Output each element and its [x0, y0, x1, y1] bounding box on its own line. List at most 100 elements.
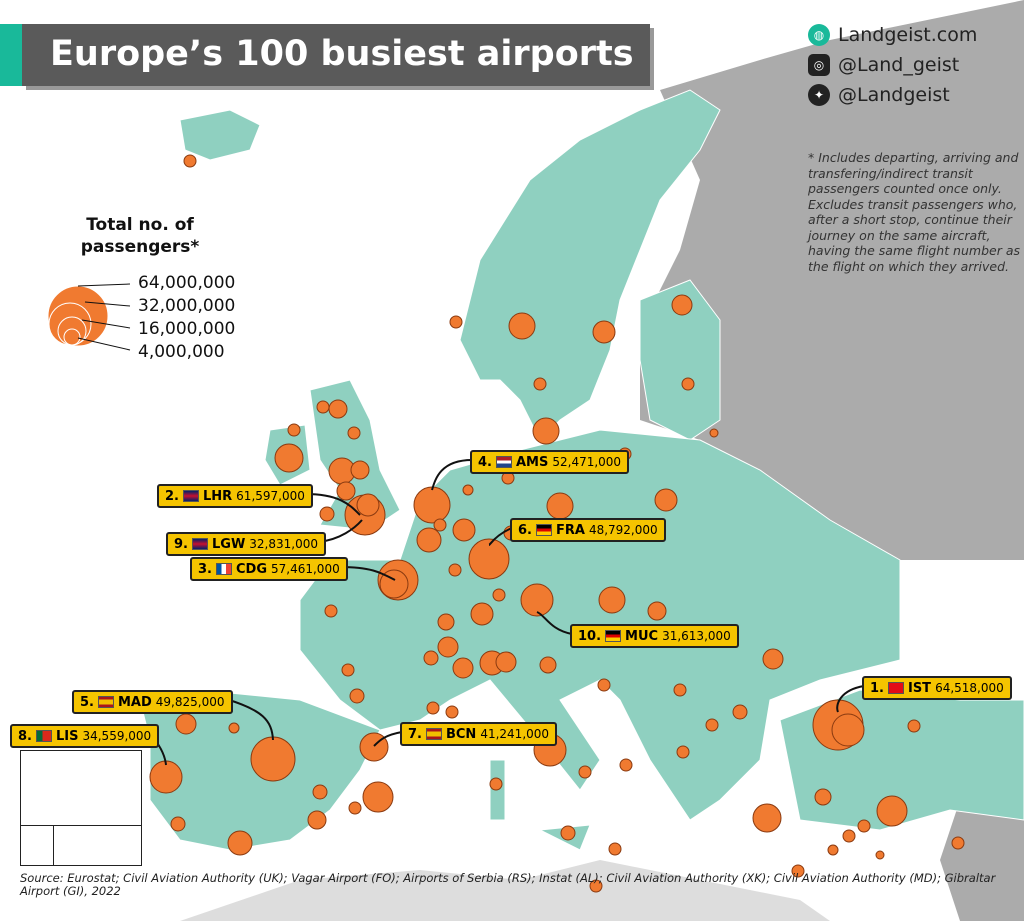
- airport-label-bcn: 7. BCN 41,241,000: [400, 722, 558, 746]
- airport-bubble: [183, 154, 197, 168]
- leader-line: [373, 731, 403, 747]
- airport-bubble: [842, 829, 856, 843]
- rank: 3.: [198, 561, 212, 577]
- airport-bubble: [170, 816, 186, 832]
- passenger-count: 64,518,000: [935, 681, 1004, 695]
- passenger-count: 34,559,000: [82, 729, 152, 743]
- airport-bubble: [336, 481, 356, 501]
- airport-bubble: [831, 713, 865, 747]
- twitter-link[interactable]: ✦ @Landgeist: [808, 84, 950, 106]
- airport-bubble: [539, 656, 557, 674]
- airport-bubble: [413, 486, 451, 524]
- airport-bubble: [175, 713, 197, 735]
- airport-label-ams: 4. AMS 52,471,000: [470, 450, 630, 474]
- legend-value: 4,000,000: [138, 342, 225, 362]
- airport-bubble: [149, 760, 183, 794]
- airport-code: LIS: [55, 728, 79, 744]
- legend-value: 64,000,000: [138, 273, 236, 293]
- airport-label-lis: 8. LIS 34,559,000: [10, 724, 160, 748]
- airport-code: FRA: [555, 522, 585, 538]
- netherlands-flag-icon: [495, 456, 512, 468]
- germany-flag-icon: [605, 630, 622, 642]
- airport-bubble: [448, 563, 462, 577]
- airport-bubble: [341, 663, 355, 677]
- airport-bubble: [681, 377, 695, 391]
- airport-bubble: [470, 602, 494, 626]
- airport-bubble: [705, 718, 719, 732]
- airport-bubble: [416, 527, 442, 553]
- airport-bubble: [546, 492, 574, 520]
- airport-code: LGW: [211, 536, 246, 552]
- airport-label-fra: 6. FRA 48,792,000: [510, 518, 666, 542]
- germany-flag-icon: [535, 524, 552, 536]
- airport-bubble: [520, 583, 554, 617]
- airport-bubble: [319, 506, 335, 522]
- source-text: Source: Eurostat; Civil Aviation Authori…: [20, 871, 996, 898]
- twitter-text: @Landgeist: [838, 84, 950, 106]
- airport-bubble: [598, 586, 626, 614]
- airport-bubble: [597, 678, 611, 692]
- airport-bubble: [462, 484, 474, 496]
- airport-bubble: [449, 315, 463, 329]
- passenger-count: 61,597,000: [236, 489, 305, 503]
- airport-bubble: [426, 701, 440, 715]
- airport-label-muc: 10. MUC 31,613,000: [570, 624, 739, 648]
- airport-bubble: [673, 683, 687, 697]
- instagram-link[interactable]: ◎ @Land_geist: [808, 54, 959, 76]
- airport-bubble: [875, 850, 885, 860]
- globe-icon: ◍: [808, 24, 830, 46]
- rank: 6.: [518, 522, 532, 538]
- airport-bubble: [709, 428, 719, 438]
- airport-bubble: [489, 777, 503, 791]
- airport-bubble: [356, 493, 380, 517]
- airport-code: AMS: [515, 454, 549, 470]
- airport-code: BCN: [445, 726, 477, 742]
- france-flag-icon: [215, 563, 232, 575]
- airport-label-lhr: 2. LHR 61,597,000: [157, 484, 313, 508]
- airport-bubble: [350, 460, 370, 480]
- rank: 4.: [478, 454, 492, 470]
- airport-bubble: [752, 803, 782, 833]
- rank: 2.: [165, 488, 179, 504]
- rank: 8.: [18, 728, 32, 744]
- leader-line: [225, 698, 274, 741]
- airport-bubble: [362, 781, 394, 813]
- passenger-count: 48,792,000: [588, 523, 658, 537]
- airport-bubble: [287, 423, 301, 437]
- airport-label-ist: 1. IST 64,518,000: [862, 676, 1012, 700]
- airport-label-mad: 5. MAD 49,825,000: [72, 690, 233, 714]
- website-link[interactable]: ◍ Landgeist.com: [808, 24, 977, 46]
- rank: 10.: [578, 628, 602, 644]
- airport-bubble: [316, 400, 330, 414]
- passenger-count: 57,461,000: [271, 562, 340, 576]
- airport-bubble: [608, 842, 622, 856]
- airport-label-lgw: 9. LGW 32,831,000: [166, 532, 326, 556]
- airport-bubble: [492, 588, 506, 602]
- airport-bubble: [307, 810, 327, 830]
- instagram-text: @Land_geist: [838, 54, 960, 76]
- airport-bubble: [532, 417, 560, 445]
- canary-islands-inset: [20, 750, 142, 866]
- airport-bubble: [437, 613, 455, 631]
- airport-bubble: [589, 879, 603, 893]
- airport-bubble: [312, 784, 328, 800]
- instagram-icon: ◎: [808, 54, 830, 76]
- page-title: Europe’s 100 busiest airports: [50, 34, 634, 74]
- passenger-count: 32,831,000: [249, 537, 318, 551]
- leader-line: [536, 611, 573, 635]
- airport-bubble: [647, 601, 667, 621]
- airport-bubble: [762, 648, 784, 670]
- airport-bubble: [347, 426, 361, 440]
- passenger-count: 52,471,000: [552, 455, 622, 469]
- airport-bubble: [445, 705, 459, 719]
- airport-bubble: [671, 294, 693, 316]
- airport-bubble: [452, 518, 476, 542]
- airport-bubble: [654, 488, 678, 512]
- airport-code: CDG: [235, 561, 267, 577]
- airport-code: MAD: [117, 694, 152, 710]
- airport-code: MUC: [625, 628, 659, 644]
- passenger-count: 41,241,000: [480, 727, 550, 741]
- airport-code: IST: [907, 680, 932, 696]
